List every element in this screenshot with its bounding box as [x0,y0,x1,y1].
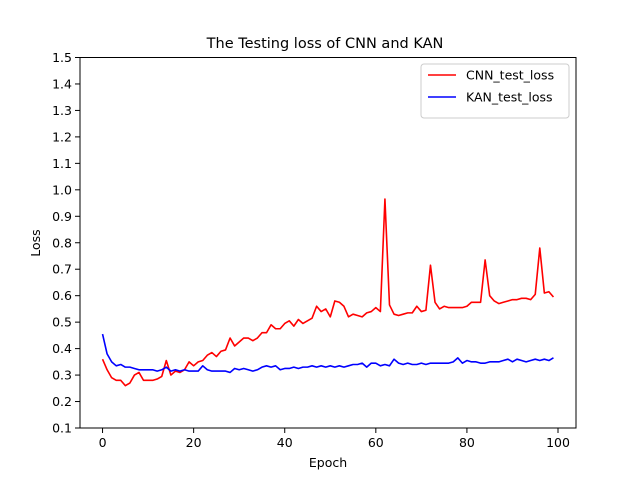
chart-title: The Testing loss of CNN and KAN [206,36,444,52]
y-tick-label: 0.7 [52,262,72,277]
legend-box [420,63,570,119]
x-tick-label: 20 [186,435,202,450]
y-tick-label: 0.8 [52,235,72,250]
y-tick-label: 1.5 [52,50,72,65]
y-axis-label: Loss [28,229,43,256]
legend-label: KAN_test_loss [466,90,553,105]
x-tick-label: 40 [277,435,293,450]
series-line-CNN_test_loss [101,198,555,387]
y-tick-label: 1.3 [52,103,72,118]
y-tick-label: 0.1 [52,421,72,436]
y-tick-label: 0.4 [52,341,72,356]
y-tick-label: 1.2 [52,129,72,144]
y-tick-label: 1.1 [52,156,72,171]
y-axis: 0.1 0.2 0.3 0.4 0.5 0.6 0.7 0.8 0.9 1.0 1.1 1.2 1.3 1… [52,50,80,436]
y-tick-label: 0.9 [52,209,72,224]
x-tick-label: 100 [546,435,570,450]
legend-label: CNN_test_loss [466,68,554,83]
x-tick-label: 60 [368,435,384,450]
x-axis: 0 20 40 60 80 100 [99,428,570,450]
x-tick-label: 0 [99,435,107,450]
series-line-KAN_test_loss [101,333,554,374]
y-tick-label: 0.2 [52,394,72,409]
y-tick-label: 1.0 [52,182,72,197]
y-tick-label: 0.6 [52,288,72,303]
x-axis-label: Epoch [309,455,347,470]
y-tick-label: 0.3 [52,368,72,383]
y-tick-label: 0.5 [52,315,72,330]
y-tick-label: 1.4 [52,76,72,91]
x-tick-label: 80 [459,435,475,450]
series-layer [101,198,555,387]
legend: CNN_test_loss KAN_test_loss [420,63,570,119]
